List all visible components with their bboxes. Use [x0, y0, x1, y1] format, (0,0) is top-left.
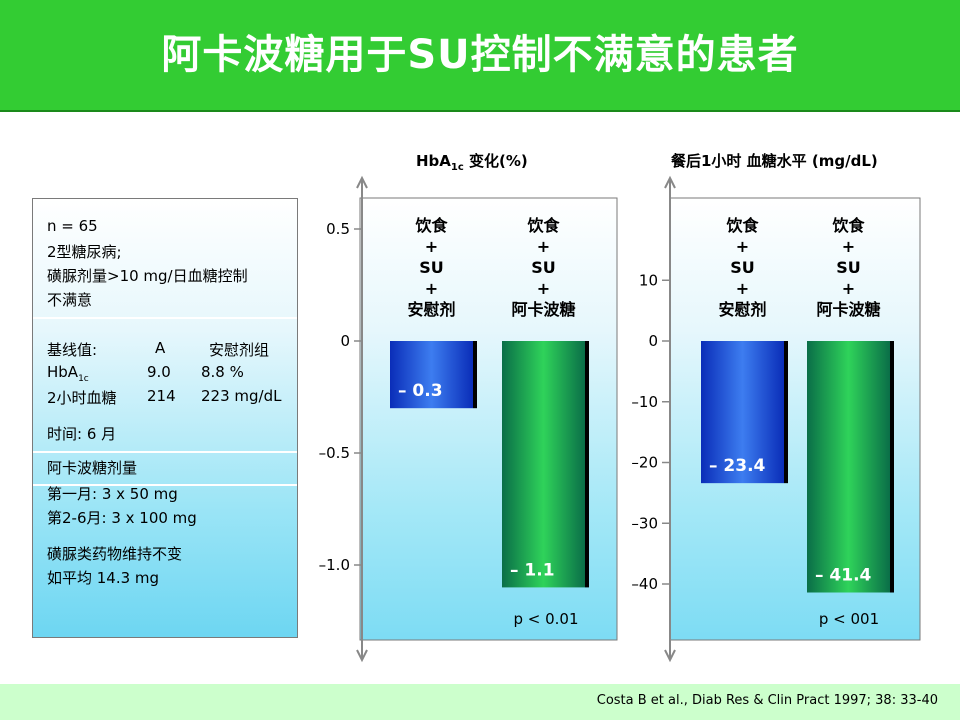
- y-tick-label: 0.5: [326, 220, 350, 238]
- category-label: 安慰剂: [718, 300, 766, 319]
- title-bar: 阿卡波糖用于SU控制不满意的患者: [0, 0, 960, 112]
- slide-title: 阿卡波糖用于SU控制不满意的患者: [161, 32, 799, 78]
- hba1c-label: HbA1c: [47, 363, 89, 384]
- category-label: +: [736, 237, 749, 256]
- dose-title: 阿卡波糖剂量: [47, 459, 138, 477]
- category-label: 饮食: [831, 216, 865, 235]
- category-label: +: [842, 279, 855, 298]
- citation: Costa B et al., Diab Res & Clin Pract 19…: [596, 693, 938, 708]
- bar-shadow: [784, 341, 788, 484]
- category-label: 饮食: [414, 216, 448, 235]
- acarbose-bar: [502, 341, 585, 588]
- chart-panel: [669, 197, 921, 641]
- category-label: SU: [419, 258, 444, 277]
- chart-title-ppg: 餐后1小时 血糖水平 (mg/dL): [671, 152, 878, 170]
- category-label: +: [425, 279, 438, 298]
- su-average-dose: 如平均 14.3 mg: [47, 569, 160, 587]
- bar-shadow: [473, 341, 477, 409]
- acarbose-bar: [807, 341, 890, 593]
- bar-value-label: – 0.3: [398, 381, 443, 401]
- y-tick-label: 0: [340, 332, 350, 350]
- p-value-annotation: p < 001: [819, 610, 879, 628]
- y-tick-label: 0: [648, 332, 658, 350]
- y-axis-arrow-up: [664, 175, 676, 189]
- baseline-label: 基线值:: [47, 341, 98, 359]
- bar-shadow: [585, 341, 589, 588]
- category-label: 饮食: [526, 216, 560, 235]
- category-label: 安慰剂: [407, 300, 455, 319]
- category-label: +: [537, 279, 550, 298]
- placebo-bar: [390, 341, 473, 409]
- y-axis-arrow-down: [664, 649, 676, 663]
- study-info-box: n = 65 2型糖尿病; 磺脲剂量>10 mg/日血糖控制 不满意 基线值: …: [32, 198, 298, 638]
- bar-shadow: [890, 341, 894, 593]
- category-label: SU: [730, 258, 755, 277]
- hba1c-a-value: 9.0: [147, 363, 171, 381]
- y-tick-label: 10: [639, 271, 658, 289]
- category-label: +: [537, 237, 550, 256]
- category-label: 阿卡波糖: [511, 300, 575, 319]
- p-value-annotation: p < 0.01: [513, 610, 578, 628]
- dose-month-1: 第一月: 3 x 50 mg: [47, 485, 178, 503]
- footer: Costa B et al., Diab Res & Clin Pract 19…: [0, 684, 960, 720]
- dose-month-2-6: 第2-6月: 3 x 100 mg: [47, 509, 197, 527]
- y-tick-label: –40: [631, 575, 658, 593]
- study-duration: 时间: 6 月: [47, 425, 117, 443]
- category-label: +: [842, 237, 855, 256]
- y-tick-label: –30: [631, 514, 658, 532]
- info-line-diabetes: 2型糖尿病;: [47, 243, 122, 261]
- bg-placebo-value: 223 mg/dL: [201, 387, 282, 405]
- bar-value-label: – 23.4: [709, 456, 766, 476]
- category-label: +: [425, 237, 438, 256]
- y-tick-label: –0.5: [319, 444, 350, 462]
- category-label: 阿卡波糖: [816, 300, 880, 319]
- info-divider: [33, 451, 297, 453]
- info-divider: [33, 317, 297, 319]
- baseline-col-a: A: [155, 339, 166, 357]
- hba1c-placebo-value: 8.8 %: [201, 363, 244, 381]
- y-tick-label: –10: [631, 393, 658, 411]
- bar-value-label: – 41.4: [815, 566, 872, 586]
- su-unchanged: 磺脲类药物维持不变: [47, 545, 183, 563]
- y-axis-arrow-up: [356, 175, 368, 189]
- bar-value-label: – 1.1: [510, 560, 555, 580]
- y-axis-arrow-down: [356, 649, 368, 663]
- chart-panel: [359, 197, 618, 641]
- category-label: +: [736, 279, 749, 298]
- bg-label: 2小时血糖: [47, 389, 117, 407]
- bg-a-value: 214: [147, 387, 176, 405]
- info-line-unsatisfied: 不满意: [47, 291, 93, 309]
- info-line-n: n = 65: [47, 217, 98, 235]
- category-label: 饮食: [725, 216, 759, 235]
- placebo-bar: [701, 341, 784, 484]
- y-tick-label: –1.0: [319, 556, 350, 574]
- chart-title-hba1c: HbA1c 变化(%): [416, 152, 528, 173]
- baseline-col-placebo: 安慰剂组: [209, 341, 270, 359]
- y-tick-label: –20: [631, 454, 658, 472]
- info-divider: [33, 484, 297, 486]
- category-label: SU: [836, 258, 861, 277]
- info-line-dose: 磺脲剂量>10 mg/日血糖控制: [47, 267, 248, 285]
- category-label: SU: [531, 258, 556, 277]
